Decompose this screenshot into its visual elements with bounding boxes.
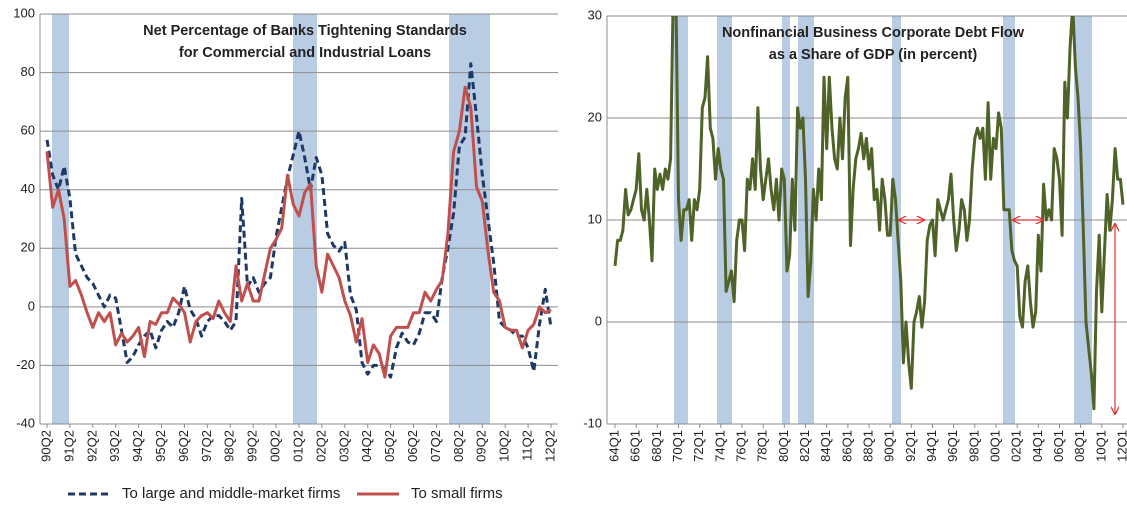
y-tick-label: 10 xyxy=(588,211,602,226)
x-tick-label: 74Q1 xyxy=(712,430,727,462)
x-tick-label: 10Q2 xyxy=(497,430,512,462)
x-tick-label: 03Q2 xyxy=(336,430,351,462)
x-tick-label: 00Q1 xyxy=(987,430,1002,462)
x-tick-label: 98Q1 xyxy=(966,430,981,462)
x-tick-label: 11Q2 xyxy=(520,430,535,461)
grid xyxy=(39,13,1127,425)
x-tick-label: 88Q1 xyxy=(860,430,875,462)
x-tick-label: 64Q1 xyxy=(606,430,621,462)
x-tick-label: 82Q1 xyxy=(797,430,812,462)
y-tick-label: 80 xyxy=(21,64,35,79)
chart-title: as a Share of GDP (in percent) xyxy=(769,47,978,63)
x-tick-label: 91Q2 xyxy=(61,430,76,462)
x-tick-label: 06Q2 xyxy=(405,430,420,462)
x-tick-label: 96Q2 xyxy=(176,430,191,462)
x-tick-label: 84Q1 xyxy=(818,430,833,462)
x-tick-label: 05Q2 xyxy=(382,430,397,462)
x-tick-label: 95Q2 xyxy=(153,430,168,462)
y-tick-label: 20 xyxy=(21,240,35,255)
y-tick-label: -10 xyxy=(583,415,602,430)
x-tick-label: 76Q1 xyxy=(733,430,748,462)
y-tick-label: 60 xyxy=(21,123,35,138)
x-tick-label: 10Q1 xyxy=(1093,430,1108,462)
x-tick-label: 70Q1 xyxy=(670,430,685,462)
x-tick-label: 72Q1 xyxy=(691,430,706,462)
x-tick-label: 80Q1 xyxy=(776,430,791,462)
y-tick-label: 40 xyxy=(21,181,35,196)
x-tick-label: 98Q2 xyxy=(222,430,237,462)
x-tick-label: 90Q1 xyxy=(882,430,897,462)
x-tick-label: 92Q2 xyxy=(84,430,99,462)
data-line xyxy=(613,16,1125,411)
y-tick-label: 20 xyxy=(588,109,602,124)
x-tick-label: 90Q2 xyxy=(38,430,53,462)
x-tick-label: 02Q2 xyxy=(313,430,328,462)
annotation-arrows xyxy=(899,220,1115,414)
x-tick-label: 86Q1 xyxy=(839,430,854,462)
data-line xyxy=(45,62,553,379)
x-tick-label: 08Q1 xyxy=(1072,430,1087,462)
chart-title: Net Percentage of Banks Tightening Stand… xyxy=(143,23,467,39)
x-tick-label: 97Q2 xyxy=(199,430,214,462)
x-tick-label: 12Q2 xyxy=(542,430,557,462)
x-tick-label: 06Q1 xyxy=(1051,430,1066,462)
x-tick-label: 99Q2 xyxy=(245,430,260,462)
x-tick-label: 00Q2 xyxy=(268,430,283,462)
chart-title: for Commercial and Industrial Loans xyxy=(179,45,431,61)
x-tick-label: 68Q1 xyxy=(649,430,664,462)
x-tick-label: 78Q1 xyxy=(755,430,770,462)
y-tick-label: 30 xyxy=(588,7,602,22)
x-tick-label: 66Q1 xyxy=(628,430,643,462)
x-tick-label: 02Q1 xyxy=(1009,430,1024,462)
x-tick-label: 96Q1 xyxy=(945,430,960,462)
x-tick-label: 04Q2 xyxy=(359,430,374,462)
x-tick-label: 94Q2 xyxy=(130,430,145,462)
data-line xyxy=(45,85,552,379)
x-tick-label: 01Q2 xyxy=(290,430,305,462)
legend-label: To large and middle-market firms xyxy=(122,485,340,502)
x-tick-label: 08Q2 xyxy=(451,430,466,462)
x-tick-label: 07Q2 xyxy=(428,430,443,462)
y-tick-label: 0 xyxy=(595,313,602,328)
x-tick-label: 93Q2 xyxy=(107,430,122,462)
chart-title: Nonfinancial Business Corporate Debt Flo… xyxy=(722,25,1025,41)
y-tick-label: 100 xyxy=(13,5,35,20)
x-tick-label: 09Q2 xyxy=(474,430,489,462)
x-tick-label: 04Q1 xyxy=(1030,430,1045,462)
y-tick-label: -40 xyxy=(16,415,35,430)
lines xyxy=(45,16,1125,411)
y-tick-label: -20 xyxy=(16,357,35,372)
x-tick-label: 12Q1 xyxy=(1114,430,1127,462)
legend-label: To small firms xyxy=(411,485,503,502)
y-tick-label: 0 xyxy=(28,298,35,313)
x-tick-label: 92Q1 xyxy=(903,430,918,462)
x-tick-label: 94Q1 xyxy=(924,430,939,462)
